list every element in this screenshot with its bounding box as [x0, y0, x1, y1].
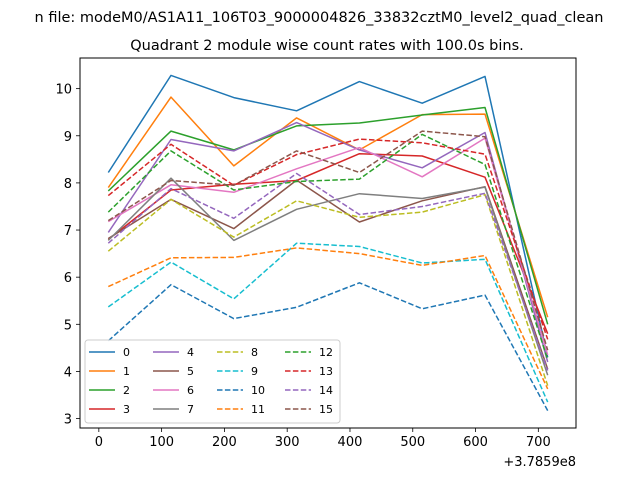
y-tick-label: 8	[64, 177, 72, 192]
legend-label-5: 5	[187, 365, 194, 378]
legend-label-8: 8	[251, 346, 258, 359]
legend-label-6: 6	[187, 384, 194, 397]
x-tick-label: 600	[463, 435, 488, 450]
x-tick-label: 0	[95, 435, 103, 450]
y-axis: 3 4 5 6 7 8 9 10	[55, 83, 80, 428]
series-line-11	[107, 247, 549, 390]
legend-label-13: 13	[319, 365, 333, 378]
legend-label-3: 3	[123, 403, 130, 416]
legend-label-1: 1	[123, 365, 130, 378]
legend-box	[84, 339, 341, 424]
legend-label-2: 2	[123, 384, 130, 397]
x-tick-label: 700	[526, 435, 551, 450]
series-line-2	[107, 106, 549, 325]
y-tick-label: 5	[64, 318, 72, 333]
series-line-6	[107, 137, 549, 356]
x-tick-label: 200	[212, 435, 237, 450]
legend-label-9: 9	[251, 365, 258, 378]
chart-title: Quadrant 2 module wise count rates with …	[130, 38, 524, 54]
y-tick-label: 6	[64, 271, 72, 286]
series-line-1	[107, 96, 549, 318]
x-tick-label: 100	[149, 435, 174, 450]
series-line-13	[107, 138, 549, 340]
legend-label-12: 12	[319, 346, 333, 359]
series-line-7	[107, 177, 549, 376]
legend-label-0: 0	[123, 346, 130, 359]
legend-label-4: 4	[187, 346, 194, 359]
y-tick-label: 4	[64, 365, 72, 380]
figure-suptitle: n file: modeM0/AS1A11_106T03_9000004826_…	[35, 10, 604, 26]
series-line-4	[107, 121, 549, 363]
series-line-10	[107, 282, 549, 411]
legend-label-10: 10	[251, 384, 265, 397]
x-axis: 0 100 200 300 400 500 600 700	[95, 428, 551, 450]
legend-label-7: 7	[187, 403, 194, 416]
legend-label-15: 15	[319, 403, 333, 416]
y-tick-label: 9	[64, 130, 72, 145]
series-line-12	[107, 133, 549, 360]
plot-area-frame	[79, 57, 577, 429]
series-line-9	[107, 242, 549, 403]
series-line-0	[107, 74, 549, 358]
legend-label-14: 14	[319, 384, 333, 397]
x-tick-label: 300	[275, 435, 300, 450]
x-offset-label: +3.7859e8	[503, 455, 576, 470]
y-tick-label: 3	[64, 413, 72, 428]
y-tick-label: 10	[55, 83, 72, 98]
series-layer	[107, 74, 549, 411]
y-tick-label: 7	[64, 224, 72, 239]
legend-label-11: 11	[251, 403, 265, 416]
series-line-15	[107, 130, 549, 351]
x-tick-label: 500	[400, 435, 425, 450]
x-tick-label: 400	[338, 435, 363, 450]
series-line-14	[107, 172, 549, 371]
